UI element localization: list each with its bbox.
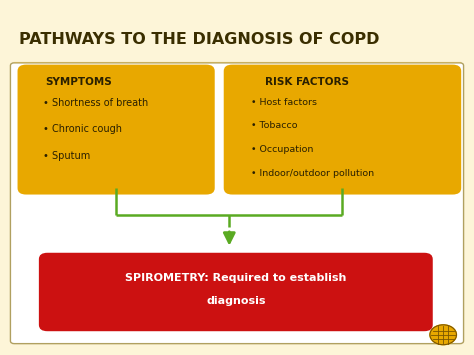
Text: • Shortness of breath: • Shortness of breath <box>43 98 148 108</box>
Text: diagnosis: diagnosis <box>206 296 265 306</box>
Text: • Indoor/outdoor pollution: • Indoor/outdoor pollution <box>251 169 374 178</box>
Text: • Chronic cough: • Chronic cough <box>43 124 122 134</box>
Text: • Host factors: • Host factors <box>251 98 317 106</box>
Text: • Tobacco: • Tobacco <box>251 121 298 130</box>
Text: PATHWAYS TO THE DIAGNOSIS OF COPD: PATHWAYS TO THE DIAGNOSIS OF COPD <box>19 32 380 47</box>
Text: • Sputum: • Sputum <box>43 151 90 161</box>
FancyBboxPatch shape <box>10 63 464 344</box>
Text: SPIROMETRY: Required to establish: SPIROMETRY: Required to establish <box>125 273 346 283</box>
Text: RISK FACTORS: RISK FACTORS <box>265 77 349 87</box>
FancyBboxPatch shape <box>39 253 433 331</box>
Text: • Occupation: • Occupation <box>251 145 314 154</box>
FancyBboxPatch shape <box>224 65 461 195</box>
Text: SYMPTOMS: SYMPTOMS <box>45 77 112 87</box>
FancyBboxPatch shape <box>18 65 215 195</box>
Circle shape <box>430 325 456 345</box>
